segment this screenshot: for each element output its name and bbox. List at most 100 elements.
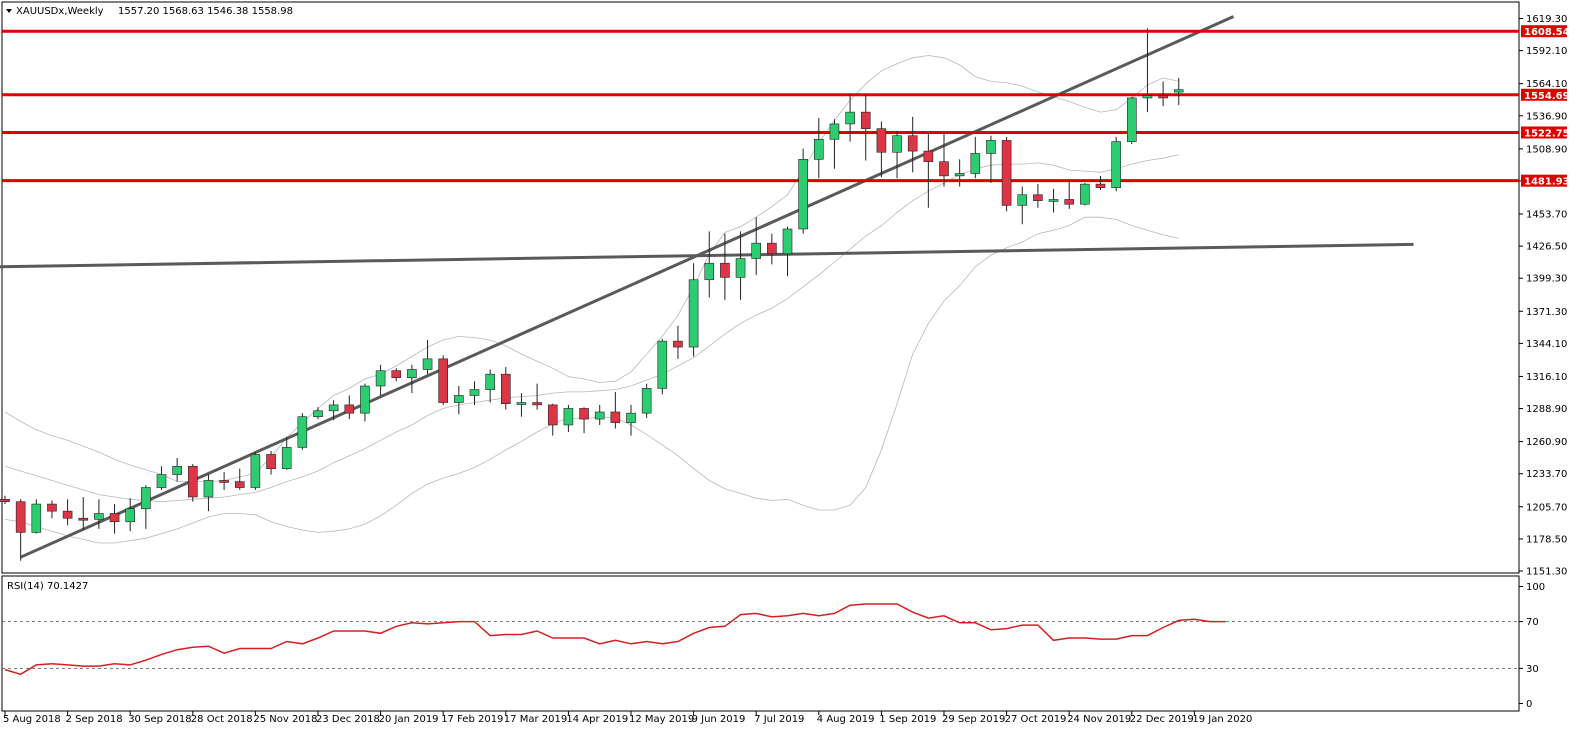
candle xyxy=(1127,96,1137,144)
candle xyxy=(344,395,355,420)
level-label-tag xyxy=(1521,88,1567,101)
candle xyxy=(266,450,276,475)
candle xyxy=(31,499,42,534)
candle xyxy=(1001,136,1012,212)
candle xyxy=(360,383,370,422)
candle xyxy=(532,383,542,410)
candle-body xyxy=(391,370,402,379)
time-tick-label: 9 Jun 2019 xyxy=(692,714,746,725)
candle-body xyxy=(62,510,73,519)
candle xyxy=(47,500,57,519)
candle-body xyxy=(892,135,902,153)
trendline-lower[interactable] xyxy=(20,15,1235,559)
candle xyxy=(188,463,198,502)
candle-body xyxy=(485,373,495,390)
candle xyxy=(156,466,167,490)
candle-body xyxy=(767,242,777,255)
candle xyxy=(1173,77,1184,106)
candle-body xyxy=(1142,95,1153,99)
candle-body xyxy=(0,499,10,503)
candle-body xyxy=(1064,199,1074,205)
candle xyxy=(876,121,887,178)
level-label-text: 1522.75 xyxy=(1524,128,1570,139)
candle-body xyxy=(954,173,965,177)
candle-body xyxy=(563,408,574,426)
time-tick-label: 1 Sep 2019 xyxy=(879,714,936,725)
candle xyxy=(688,263,699,357)
candle xyxy=(141,485,151,529)
candle-body xyxy=(1158,95,1168,99)
price-tick-label: 1564.10 xyxy=(1526,79,1567,90)
candle-body xyxy=(1033,194,1043,201)
price-tick-label: 1536.90 xyxy=(1526,111,1567,122)
candle-body xyxy=(94,513,104,520)
chart-symbol-title: XAUUSDx,Weekly xyxy=(16,6,104,17)
candle xyxy=(1158,81,1168,107)
candle xyxy=(281,436,292,470)
candle xyxy=(219,472,229,490)
candle-body xyxy=(407,369,417,379)
candle xyxy=(62,499,73,526)
candle-body xyxy=(344,404,355,414)
candle xyxy=(172,458,182,482)
candle-body xyxy=(579,408,589,420)
level-label-text: 1608.54 xyxy=(1524,27,1570,38)
candle xyxy=(454,386,464,415)
candle xyxy=(579,407,589,434)
candle-body xyxy=(1001,140,1012,206)
candle-body xyxy=(47,503,57,512)
candle xyxy=(939,133,949,187)
candle-body xyxy=(422,358,433,370)
price-tick-label: 1426.50 xyxy=(1526,242,1567,253)
collapse-triangle-icon[interactable] xyxy=(6,9,12,13)
time-tick-label: 20 Jan 2019 xyxy=(379,714,439,725)
price-tick-label: 1151.30 xyxy=(1526,567,1567,578)
candle xyxy=(970,136,981,179)
candle-body xyxy=(516,402,527,405)
rsi-tick-label: 100 xyxy=(1526,582,1545,593)
candle-body xyxy=(1095,183,1106,188)
candle-body xyxy=(798,159,808,230)
price-tick-label: 1453.70 xyxy=(1526,210,1567,221)
time-tick-label: 28 Oct 2018 xyxy=(191,714,253,725)
trendline-upper[interactable] xyxy=(0,242,1414,269)
candle xyxy=(673,325,683,359)
candle-body xyxy=(266,454,276,469)
level-label-tag xyxy=(1521,126,1567,139)
candle xyxy=(563,404,574,433)
candle xyxy=(125,498,135,532)
candle xyxy=(438,355,449,405)
price-tick-label: 1178.50 xyxy=(1526,534,1567,545)
candle xyxy=(1095,175,1106,191)
candlesticks xyxy=(0,28,1184,561)
time-tick-label: 4 Aug 2019 xyxy=(817,714,875,725)
candle-body xyxy=(610,411,621,423)
candle-body xyxy=(1111,141,1121,188)
price-tick-label: 1619.30 xyxy=(1526,14,1567,25)
candle-body xyxy=(907,135,918,152)
candle-body xyxy=(970,153,981,174)
price-tick-label: 1233.70 xyxy=(1526,469,1567,480)
time-tick-label: 12 May 2019 xyxy=(629,714,694,725)
bollinger-upper xyxy=(4,55,1179,483)
price-tick-label: 1592.10 xyxy=(1526,46,1567,57)
price-tick-label: 1508.90 xyxy=(1526,144,1567,155)
candle xyxy=(485,369,495,403)
candle-body xyxy=(720,262,730,278)
candle-body xyxy=(78,517,89,521)
candle-body xyxy=(375,370,386,387)
candle-body xyxy=(500,373,511,405)
candle xyxy=(610,391,621,429)
price-tick-label: 1288.90 xyxy=(1526,404,1567,415)
price-tick-label: 1260.90 xyxy=(1526,437,1567,448)
rsi-panel-frame xyxy=(1,575,1520,712)
candle xyxy=(313,407,323,420)
candle xyxy=(813,118,824,179)
candle xyxy=(1080,182,1090,206)
price-tick-label: 1344.10 xyxy=(1526,339,1567,350)
time-tick-label: 5 Aug 2018 xyxy=(3,714,61,725)
time-tick-label: 22 Dec 2019 xyxy=(1130,714,1194,725)
time-tick-label: 7 Jul 2019 xyxy=(754,714,804,725)
candle-body xyxy=(704,262,715,281)
